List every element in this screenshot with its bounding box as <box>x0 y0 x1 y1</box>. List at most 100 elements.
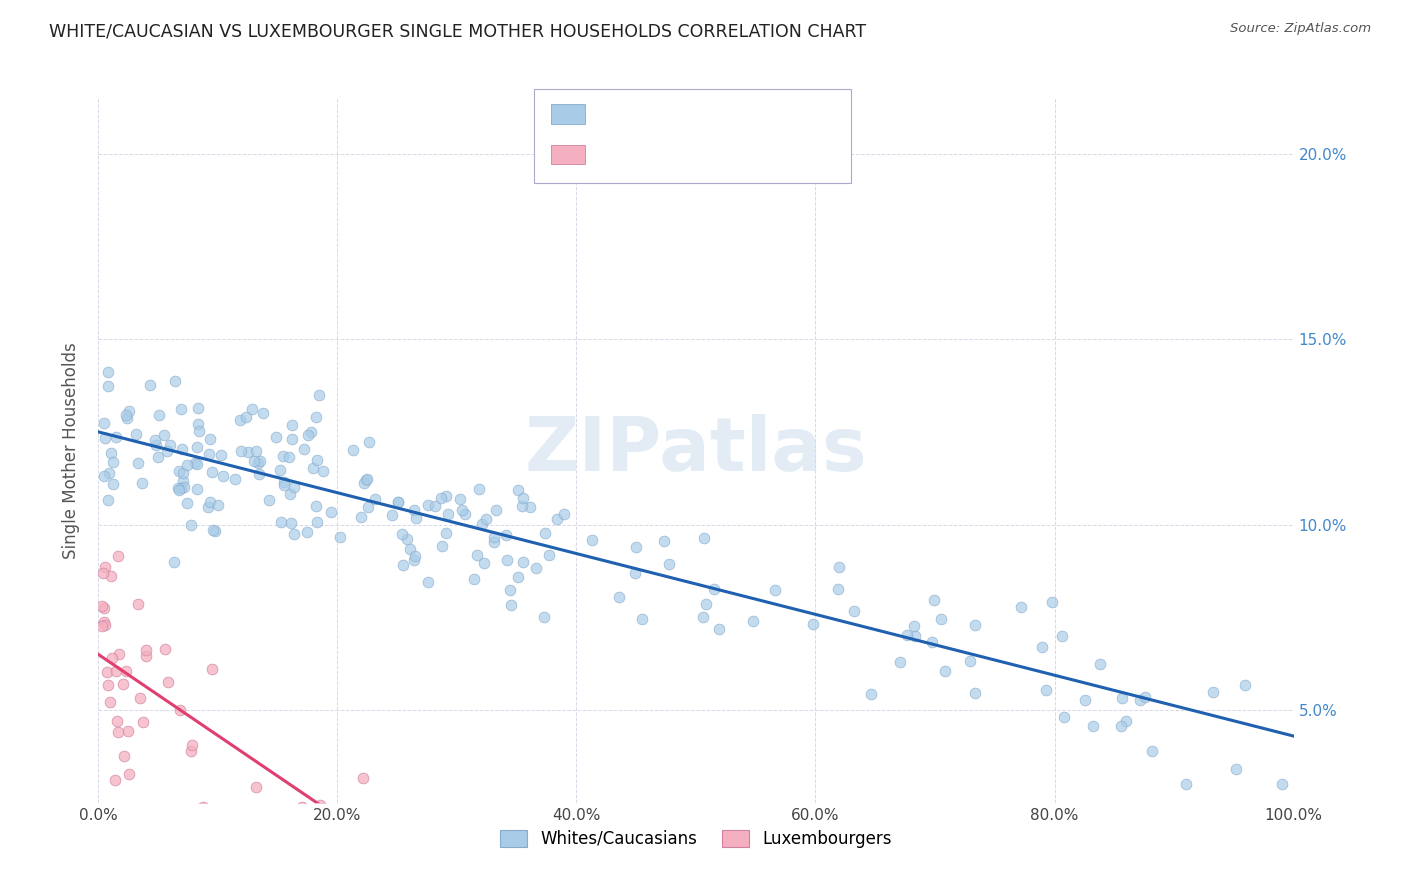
Point <box>329 530 352 544</box>
Point <box>242 453 264 467</box>
Text: WHITE/CAUCASIAN VS LUXEMBOURGER SINGLE MOTHER HOUSEHOLDS CORRELATION CHART: WHITE/CAUCASIAN VS LUXEMBOURGER SINGLE M… <box>49 22 866 40</box>
Point <box>395 533 418 547</box>
Point <box>172 474 194 488</box>
Point <box>235 409 257 424</box>
Point <box>224 472 246 486</box>
Y-axis label: Single Mother Households: Single Mother Households <box>62 343 80 558</box>
Point <box>305 499 328 513</box>
Point <box>763 583 786 598</box>
Point <box>498 583 520 598</box>
Point <box>118 404 141 418</box>
Point <box>273 475 295 489</box>
Point <box>97 493 120 508</box>
Point <box>201 523 224 537</box>
Point <box>281 433 304 447</box>
Point <box>467 482 489 496</box>
Point <box>454 507 477 521</box>
Point <box>934 664 956 678</box>
Point <box>387 494 409 508</box>
Point <box>156 674 179 689</box>
Point <box>392 558 415 572</box>
Point <box>139 378 162 392</box>
Point <box>266 814 288 829</box>
Legend: Whites/Caucasians, Luxembourgers: Whites/Caucasians, Luxembourgers <box>494 822 898 855</box>
Point <box>308 388 330 402</box>
Point <box>425 500 447 514</box>
Point <box>475 512 498 526</box>
Point <box>484 503 506 517</box>
Point <box>127 597 149 611</box>
Point <box>658 557 681 571</box>
Point <box>965 618 987 632</box>
Point <box>198 432 221 446</box>
Point <box>1174 777 1197 791</box>
Point <box>283 480 305 494</box>
Point <box>245 444 267 458</box>
Point <box>827 582 849 596</box>
Point <box>271 450 294 464</box>
Point <box>98 467 121 481</box>
Point <box>305 409 328 424</box>
Point <box>305 516 328 530</box>
Point <box>186 441 208 455</box>
Text: N =: N = <box>707 147 741 161</box>
Point <box>959 655 981 669</box>
Point <box>359 434 381 449</box>
Point <box>176 496 198 510</box>
Point <box>197 447 219 461</box>
Point <box>533 610 555 624</box>
Point <box>167 483 190 498</box>
Point <box>291 800 314 814</box>
Point <box>302 461 325 475</box>
Point <box>377 814 399 829</box>
Point <box>135 642 157 657</box>
Point <box>1031 640 1053 655</box>
Point <box>404 549 426 563</box>
Point <box>186 482 208 496</box>
Point <box>280 516 302 530</box>
Point <box>97 365 120 379</box>
Point <box>127 456 149 470</box>
Point <box>904 629 927 643</box>
Point <box>398 542 420 557</box>
Point <box>430 491 453 505</box>
Point <box>94 560 117 574</box>
Point <box>231 444 253 458</box>
Point <box>105 430 128 444</box>
Point <box>506 570 529 584</box>
Point <box>482 530 505 544</box>
Point <box>1133 690 1156 704</box>
Point <box>965 686 987 700</box>
Point <box>209 448 232 462</box>
Text: R =: R = <box>592 147 626 161</box>
Point <box>434 525 457 540</box>
Point <box>294 442 316 456</box>
Point <box>859 687 882 701</box>
Point <box>418 574 440 589</box>
Point <box>449 492 471 507</box>
Point <box>630 612 652 626</box>
Point <box>921 635 943 649</box>
Point <box>1010 599 1032 614</box>
Point <box>387 494 409 508</box>
Point <box>125 426 148 441</box>
Point <box>191 799 214 814</box>
Point <box>170 442 193 456</box>
Point <box>187 401 209 415</box>
Point <box>391 527 413 541</box>
Point <box>249 453 271 467</box>
Point <box>312 464 335 478</box>
Point <box>105 664 128 678</box>
Point <box>352 771 374 785</box>
Point <box>1040 595 1063 609</box>
Point <box>471 517 494 532</box>
Point <box>240 402 263 417</box>
Point <box>257 493 280 508</box>
Point <box>107 724 129 739</box>
Point <box>436 507 458 521</box>
Point <box>1050 628 1073 642</box>
Point <box>1035 683 1057 698</box>
Point <box>364 492 387 507</box>
Point <box>801 616 824 631</box>
Text: -0.409: -0.409 <box>634 147 689 161</box>
